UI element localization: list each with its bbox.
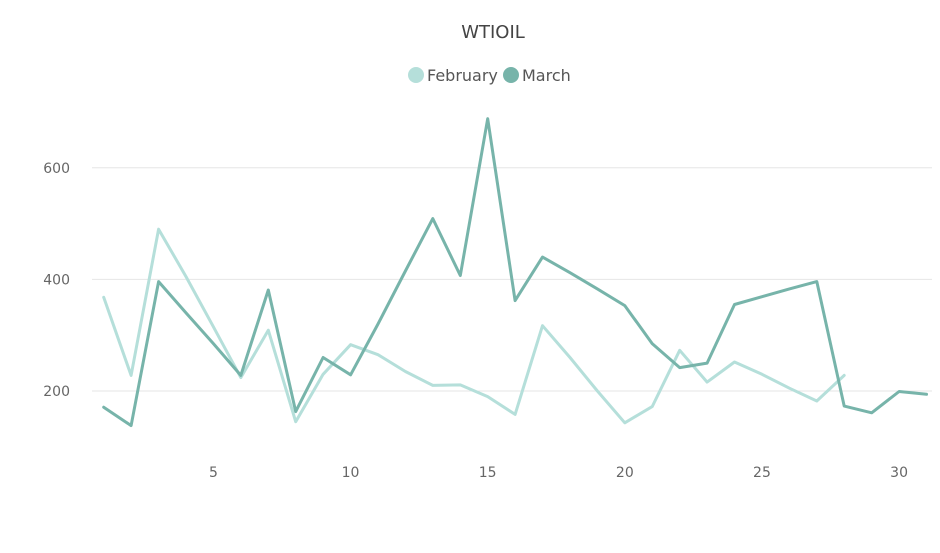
x-tick-label: 20 — [616, 465, 634, 481]
y-tick-label: 200 — [43, 384, 70, 400]
series-line-march[interactable] — [102, 117, 928, 428]
x-tick-label: 10 — [342, 465, 360, 481]
y-tick-label: 400 — [43, 272, 70, 288]
x-tick-label: 25 — [753, 465, 771, 481]
y-axis: 200 400 600 — [43, 161, 70, 400]
y-tick-label: 600 — [43, 161, 70, 177]
x-tick-label: 5 — [209, 465, 218, 481]
x-tick-label: 15 — [479, 465, 497, 481]
x-tick-label: 30 — [890, 465, 908, 481]
series-layer — [102, 117, 928, 428]
x-axis: 5 10 15 20 25 30 — [209, 465, 908, 481]
legend-label-february[interactable]: February — [427, 66, 498, 85]
legend-label-march[interactable]: March — [522, 66, 571, 85]
series-line-february[interactable] — [102, 227, 846, 425]
chart-title: WTIOIL — [461, 22, 525, 43]
legend-marker-february[interactable] — [408, 67, 424, 83]
legend: February March — [408, 66, 571, 85]
legend-marker-march[interactable] — [503, 67, 519, 83]
